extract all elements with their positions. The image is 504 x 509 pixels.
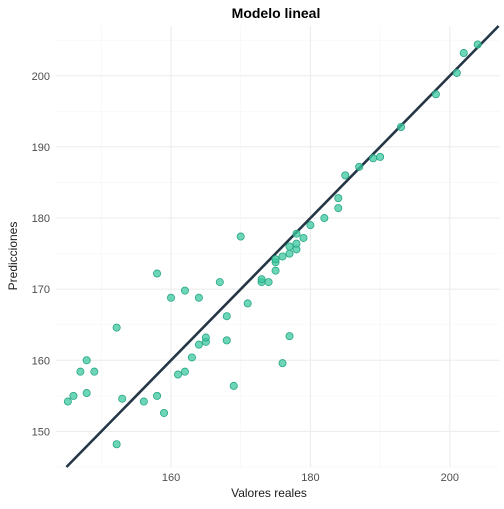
data-point	[167, 293, 176, 302]
data-point	[257, 275, 266, 284]
data-point	[194, 340, 203, 349]
x-tick-label: 160	[162, 472, 180, 484]
data-point	[187, 353, 196, 362]
data-point	[341, 171, 350, 180]
data-point	[459, 49, 468, 58]
data-point	[82, 389, 91, 398]
data-point	[236, 232, 245, 241]
data-point	[334, 194, 343, 203]
data-point	[271, 266, 280, 275]
data-point	[285, 249, 294, 258]
data-point	[180, 286, 189, 295]
data-point	[243, 299, 252, 308]
data-point	[292, 239, 301, 248]
data-point	[431, 90, 440, 99]
x-tick-label: 200	[441, 472, 459, 484]
data-point	[153, 269, 162, 278]
y-tick-label: 150	[32, 426, 50, 438]
y-tick-label: 160	[32, 355, 50, 367]
data-point	[76, 367, 85, 376]
data-point	[473, 40, 482, 49]
reference-line	[65, 25, 500, 468]
data-point	[222, 312, 231, 321]
data-point	[355, 162, 364, 171]
data-point	[173, 370, 182, 379]
data-point	[229, 381, 238, 390]
data-point	[285, 242, 294, 251]
reference-line-group	[65, 25, 500, 468]
data-point	[139, 397, 148, 406]
data-point	[271, 255, 280, 264]
y-axis-title: Predicciones	[6, 222, 20, 291]
data-point	[278, 252, 287, 261]
data-point	[180, 367, 189, 376]
x-tick-label: 180	[301, 472, 319, 484]
y-axis-ticks: 150 160 170 180 190 200	[32, 71, 50, 439]
data-point	[397, 123, 406, 132]
data-points	[63, 40, 482, 449]
data-point	[112, 323, 121, 332]
data-point	[112, 440, 121, 449]
data-point	[69, 391, 78, 400]
y-tick-label: 200	[32, 71, 50, 83]
data-point	[278, 359, 287, 368]
data-point	[285, 332, 294, 341]
data-point	[264, 278, 273, 287]
data-point	[369, 154, 378, 163]
data-point	[376, 152, 385, 161]
data-point	[63, 397, 72, 406]
data-point	[452, 68, 461, 77]
data-point	[334, 204, 343, 213]
data-point	[292, 229, 301, 238]
data-point	[118, 394, 127, 403]
data-point	[160, 408, 169, 417]
data-point	[215, 278, 224, 287]
data-point	[299, 233, 308, 242]
data-point	[222, 336, 231, 345]
data-point	[90, 367, 99, 376]
x-axis-ticks: 160 180 200	[162, 472, 459, 484]
y-tick-label: 170	[32, 284, 50, 296]
x-axis-title: Valores reales	[231, 486, 307, 500]
y-tick-label: 190	[32, 142, 50, 154]
data-point	[201, 333, 210, 342]
data-point	[194, 293, 203, 302]
grid	[56, 26, 500, 468]
y-tick-label: 180	[32, 213, 50, 225]
data-point	[320, 214, 329, 223]
data-point	[82, 356, 91, 365]
data-point	[153, 391, 162, 400]
data-point	[306, 221, 315, 230]
chart-title: Modelo lineal	[232, 5, 321, 21]
